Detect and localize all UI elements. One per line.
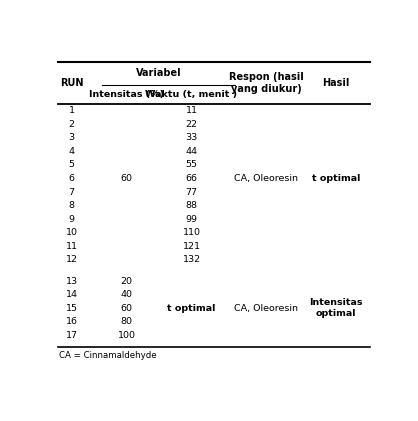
Text: Hasil: Hasil <box>322 78 349 88</box>
Text: 15: 15 <box>66 304 78 313</box>
Text: 60: 60 <box>121 304 133 313</box>
Text: 55: 55 <box>186 160 198 169</box>
Text: 5: 5 <box>69 160 75 169</box>
Text: 12: 12 <box>66 255 78 264</box>
Text: 100: 100 <box>118 331 136 340</box>
Text: 77: 77 <box>186 187 198 197</box>
Text: 80: 80 <box>121 317 133 326</box>
Text: t optimal: t optimal <box>311 174 360 183</box>
Text: 44: 44 <box>186 147 198 156</box>
Text: RUN: RUN <box>60 78 84 88</box>
Text: CA = Cinnamaldehyde: CA = Cinnamaldehyde <box>59 352 157 360</box>
Text: Waktu (t, menit ): Waktu (t, menit ) <box>145 90 237 99</box>
Text: 88: 88 <box>186 201 198 210</box>
Text: 110: 110 <box>183 228 201 237</box>
Text: 121: 121 <box>183 242 201 250</box>
Text: 4: 4 <box>69 147 75 156</box>
Text: 99: 99 <box>186 215 198 224</box>
Text: 16: 16 <box>66 317 78 326</box>
Text: Intensitas (%): Intensitas (%) <box>89 90 164 99</box>
Text: 33: 33 <box>186 133 198 142</box>
Text: 7: 7 <box>69 187 75 197</box>
Text: 2: 2 <box>69 120 75 129</box>
Text: 11: 11 <box>66 242 78 250</box>
Text: 40: 40 <box>121 290 133 299</box>
Text: 9: 9 <box>69 215 75 224</box>
Text: 3: 3 <box>69 133 75 142</box>
Text: 10: 10 <box>66 228 78 237</box>
Text: Intensitas
optimal: Intensitas optimal <box>309 298 362 318</box>
Text: Respon (hasil
yang diukur): Respon (hasil yang diukur) <box>229 72 303 94</box>
Text: 14: 14 <box>66 290 78 299</box>
Text: 22: 22 <box>186 120 198 129</box>
Text: Variabel: Variabel <box>136 68 182 78</box>
Text: 11: 11 <box>186 106 198 115</box>
Text: 6: 6 <box>69 174 75 183</box>
Text: CA, Oleoresin: CA, Oleoresin <box>234 304 298 313</box>
Text: 17: 17 <box>66 331 78 340</box>
Text: 66: 66 <box>186 174 198 183</box>
Text: 8: 8 <box>69 201 75 210</box>
Text: 132: 132 <box>183 255 201 264</box>
Text: 13: 13 <box>66 277 78 286</box>
Text: CA, Oleoresin: CA, Oleoresin <box>234 174 298 183</box>
Text: t optimal: t optimal <box>167 304 216 313</box>
Text: 1: 1 <box>69 106 75 115</box>
Text: 20: 20 <box>121 277 133 286</box>
Text: 60: 60 <box>121 174 133 183</box>
